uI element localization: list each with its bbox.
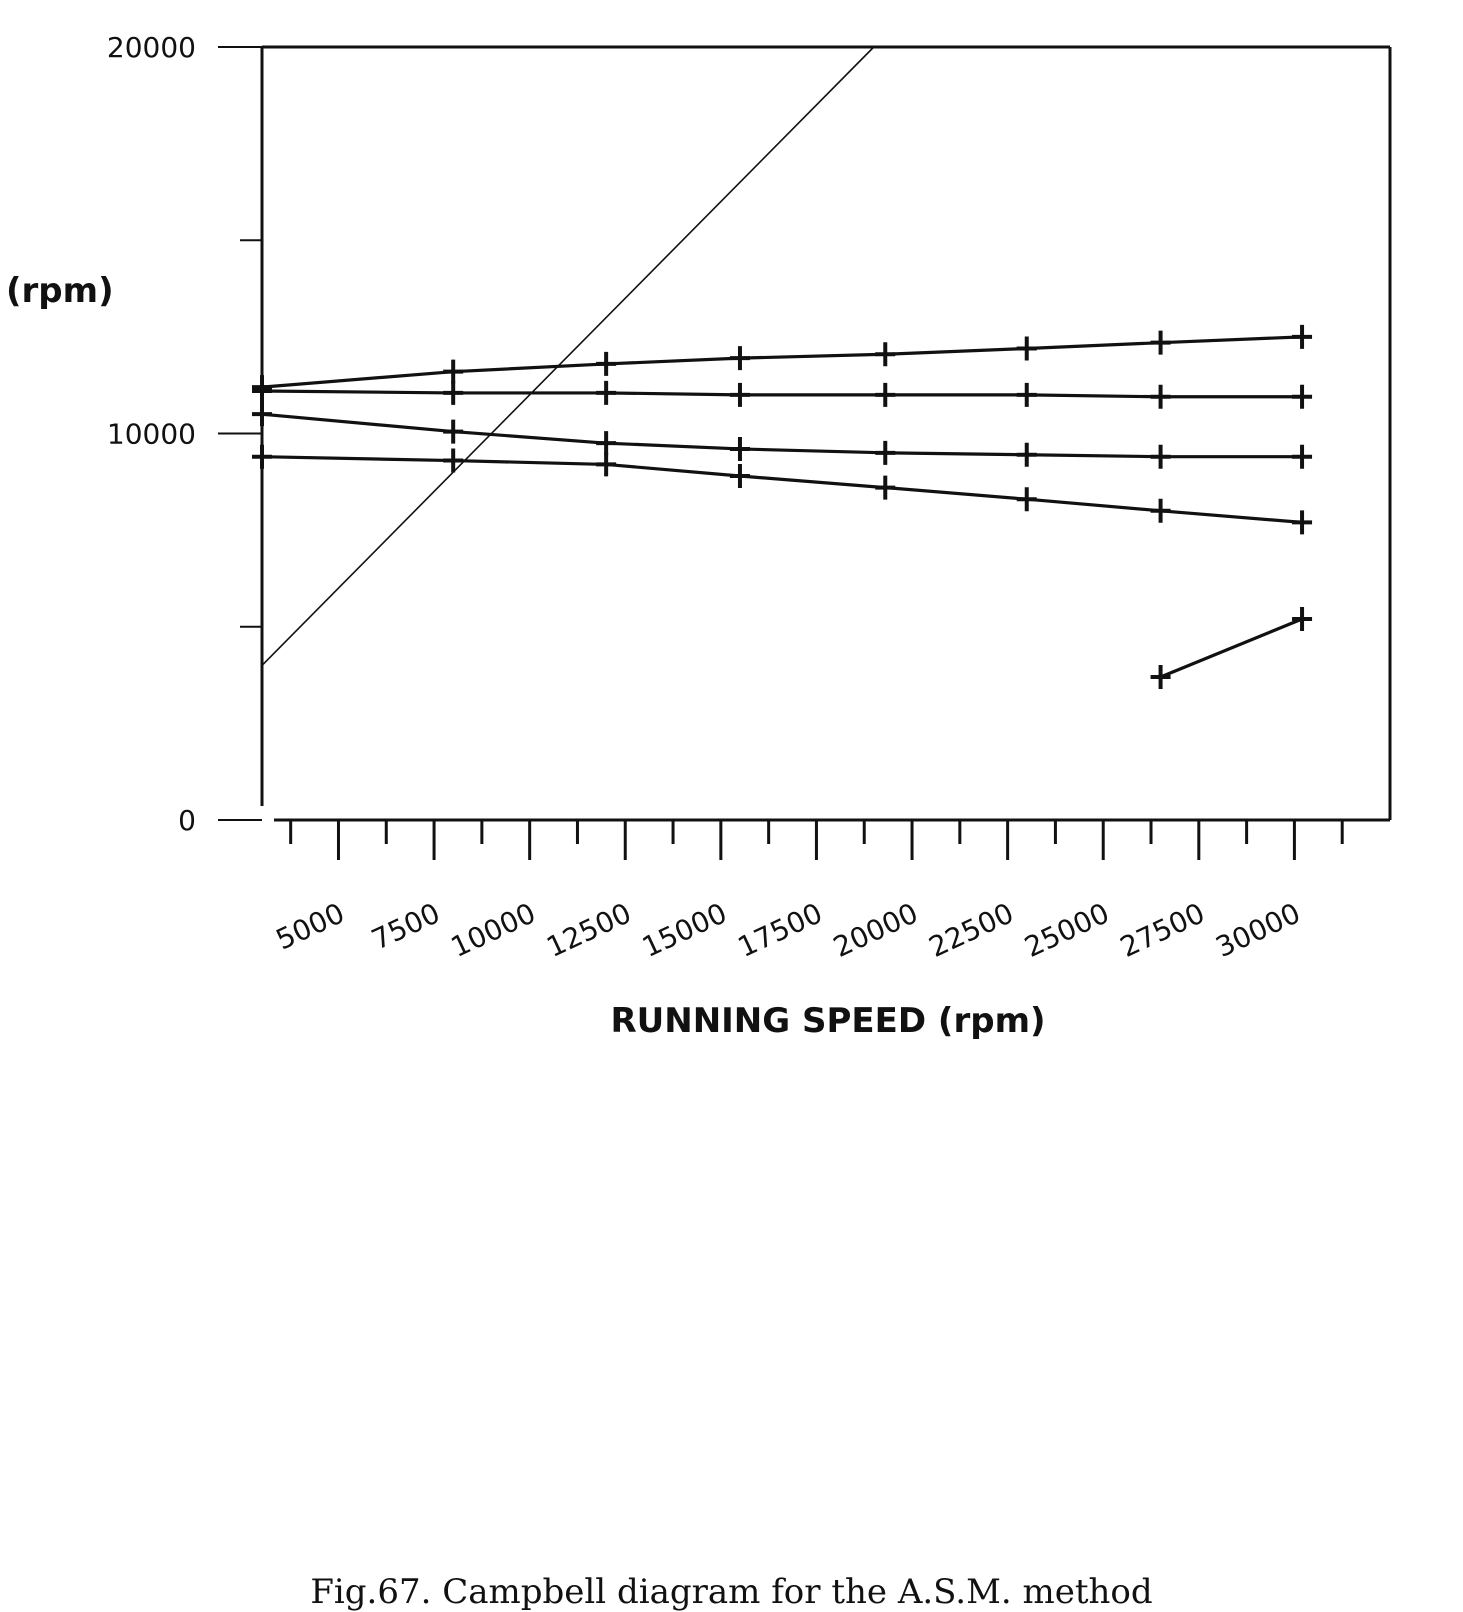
series-2-marker bbox=[1292, 384, 1313, 409]
x-tick-label: 30000 bbox=[1211, 896, 1306, 964]
series-1-marker bbox=[875, 342, 896, 367]
series-2-marker bbox=[252, 378, 272, 403]
series-1-marker bbox=[1150, 330, 1171, 355]
series-line-3 bbox=[261, 412, 1303, 459]
series-4-marker bbox=[1016, 487, 1037, 512]
x-tick-label: 5000 bbox=[271, 896, 350, 956]
series-line-1 bbox=[261, 335, 1303, 389]
y-tick-label: 0 bbox=[178, 804, 196, 837]
x-tick-label: 15000 bbox=[637, 896, 732, 964]
series-4-marker bbox=[252, 444, 272, 469]
x-axis: 5000 7500 10000 12500 15000 17500 20000 22500 25… bbox=[271, 820, 1344, 964]
y-tick-label: 20000 bbox=[107, 31, 196, 64]
series-4-marker bbox=[875, 475, 896, 500]
figure-caption: Fig.67. Campbell diagram for the A.S.M. … bbox=[310, 1572, 1153, 1612]
y-tick-label: 10000 bbox=[107, 418, 196, 451]
series-line-4 bbox=[261, 455, 1303, 524]
x-tick-label: 25000 bbox=[1020, 896, 1115, 964]
x-tick-label: 12500 bbox=[542, 896, 637, 964]
x-tick-label: 17500 bbox=[733, 896, 828, 964]
x-axis-label: RUNNING SPEED (rpm) bbox=[610, 1001, 1045, 1041]
series-line-5 bbox=[1159, 617, 1303, 679]
series-2-marker bbox=[1150, 384, 1171, 409]
series-group bbox=[252, 324, 1313, 689]
x-tick-label: 10000 bbox=[446, 896, 541, 964]
series-2-marker bbox=[1016, 382, 1037, 407]
series-3-marker bbox=[729, 436, 750, 461]
excitation-line bbox=[261, 46, 875, 666]
series-2-marker bbox=[875, 382, 896, 407]
y-axis: 0 10000 20000 bbox=[107, 31, 262, 837]
x-tick-label: 7500 bbox=[366, 896, 445, 956]
reference-line bbox=[261, 46, 875, 666]
x-tick-label: 27500 bbox=[1115, 896, 1210, 964]
series-5-marker bbox=[1292, 607, 1313, 632]
series-1-marker bbox=[729, 346, 750, 371]
series-3-marker bbox=[596, 431, 617, 456]
series-3-marker bbox=[443, 419, 464, 444]
series-1-marker bbox=[443, 359, 464, 384]
series-4-marker bbox=[443, 448, 464, 473]
series-line-2 bbox=[261, 389, 1303, 399]
series-4-marker bbox=[729, 464, 750, 489]
series-5-marker bbox=[1150, 664, 1171, 689]
series-4-marker bbox=[1150, 498, 1171, 523]
series-2-marker bbox=[729, 382, 750, 407]
series-3-marker bbox=[1150, 444, 1171, 469]
series-1-marker bbox=[596, 351, 617, 376]
series-1-marker bbox=[1292, 324, 1313, 349]
plot-frame bbox=[260, 45, 1392, 822]
series-3-marker bbox=[252, 402, 272, 427]
series-3-marker bbox=[875, 440, 896, 465]
x-tick-label: 22500 bbox=[924, 896, 1019, 964]
series-4-marker bbox=[596, 452, 617, 477]
series-4-marker bbox=[1292, 510, 1313, 535]
series-2-marker bbox=[596, 380, 617, 405]
x-tick-label: 20000 bbox=[828, 896, 923, 964]
series-2-marker bbox=[443, 380, 464, 405]
series-1-marker bbox=[1016, 336, 1037, 361]
series-3-marker bbox=[1292, 444, 1313, 469]
series-3-marker bbox=[1016, 442, 1037, 467]
y-axis-label: (rpm) bbox=[6, 271, 114, 311]
